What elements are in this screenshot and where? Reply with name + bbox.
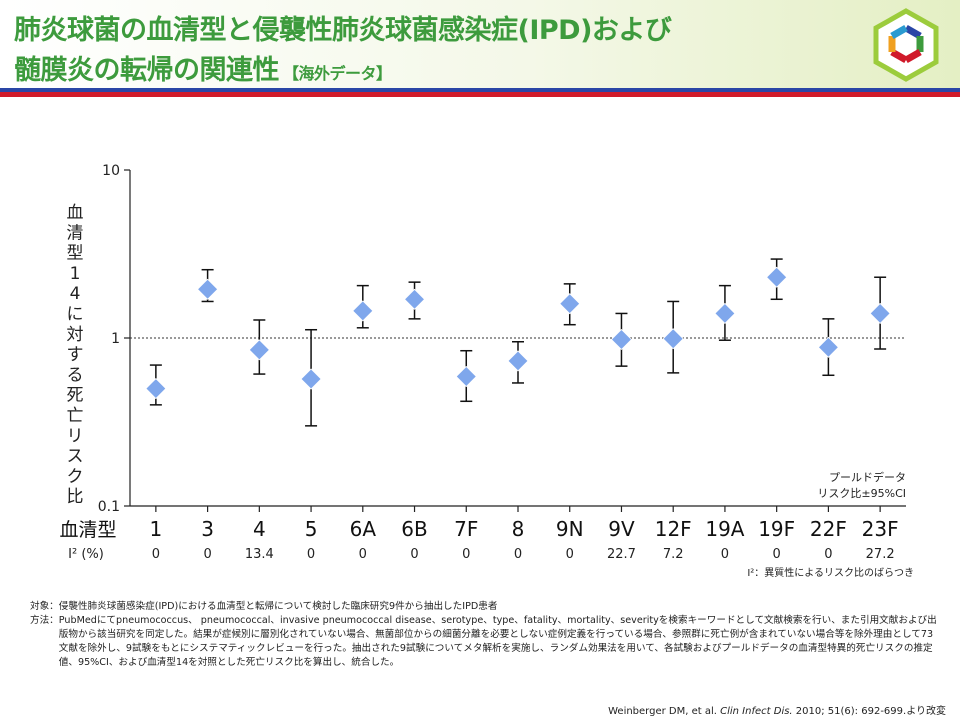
- x-tick-label: 6A: [350, 517, 377, 541]
- data-point-marker: [869, 302, 891, 325]
- y-axis-label-char: る: [67, 365, 84, 385]
- pooled-note-line: リスク比±95%CI: [817, 487, 906, 500]
- i2-value: 0: [462, 547, 470, 562]
- y-axis-label-char: 血: [67, 203, 84, 223]
- x-tick-label: 6B: [401, 517, 427, 541]
- y-axis-label-char: に: [67, 305, 84, 325]
- data-point-marker: [507, 350, 529, 372]
- x-tick-label: 3: [201, 517, 214, 541]
- footnote-method-text: PubMedにてpneumococcus、 pneumococcal、invas…: [58, 615, 937, 668]
- i2-value: 0: [410, 547, 418, 562]
- header-rule-red: [0, 92, 960, 97]
- data-point-marker: [766, 266, 788, 288]
- footnote-method-row: 方法： PubMedにてpneumococcus、 pneumococcal、i…: [30, 614, 940, 670]
- i2-value: 22.7: [607, 547, 636, 562]
- x-tick-label: 4: [253, 517, 266, 541]
- i2-value: 0: [152, 547, 160, 562]
- hexagon-ring-logo-icon: [873, 8, 939, 82]
- i2-value: 0: [824, 547, 832, 562]
- data-point-marker: [610, 328, 633, 351]
- x-tick-label: 19F: [758, 517, 795, 541]
- x-tick-label: 23F: [862, 517, 899, 541]
- x-tick-label: 7F: [454, 517, 478, 541]
- footnote-target-key: 対象：: [30, 601, 59, 612]
- header-rule-blue: [0, 88, 960, 92]
- y-axis-label-char: ス: [67, 447, 84, 467]
- y-axis-label-char: 型: [67, 244, 84, 264]
- i2-value: 0: [359, 547, 367, 562]
- x-tick-label: 19A: [705, 517, 744, 541]
- i2-value: 0: [721, 547, 729, 562]
- x-row-label: 血清型: [59, 519, 116, 541]
- pooled-note-line: プールドデータ: [829, 470, 906, 484]
- x-tick-label: 9V: [608, 517, 635, 541]
- forest-plot-chart: 1010.1血清型14に対する死亡リスク比1030413.4506A06B07F…: [59, 163, 914, 579]
- i2-note: I²：異質性によるリスク比のばらつき: [747, 566, 914, 579]
- i2-value: 0: [514, 547, 522, 562]
- y-axis-label-char: ク: [67, 467, 84, 487]
- data-point-marker: [455, 365, 477, 388]
- x-tick-label: 5: [305, 517, 318, 541]
- data-point-marker: [714, 302, 736, 325]
- y-tick-label: 0.1: [98, 499, 120, 515]
- citation: Weinberger DM, et al. Clin Infect Dis. 2…: [608, 702, 946, 717]
- i2-value: 13.4: [245, 547, 274, 562]
- data-point-marker: [403, 288, 426, 310]
- citation-authors: Weinberger DM, et al.: [608, 706, 717, 717]
- y-axis-label-char: 比: [67, 487, 84, 507]
- footnote-target-row: 対象： 侵襲性肺炎球菌感染症(IPD)における血清型と転帰について検討した臨床研…: [30, 600, 940, 614]
- i2-value: 7.2: [663, 547, 684, 562]
- i2-value: 0: [307, 547, 315, 562]
- page-title-line1: 肺炎球菌の血清型と侵襲性肺炎球菌感染症(IPD)および: [14, 15, 672, 46]
- i2-value: 0: [203, 547, 211, 562]
- citation-journal: Clin Infect Dis.: [720, 706, 793, 717]
- y-axis-label-char: す: [67, 345, 84, 365]
- data-point-marker: [248, 339, 270, 361]
- footnote-target-text: 侵襲性肺炎球菌感染症(IPD)における血清型と転帰について検討した臨床研究9件か…: [58, 601, 498, 612]
- page-title-line2: 髄膜炎の転帰の関連性 【海外データ】: [14, 48, 392, 87]
- citation-details: 2010; 51(6): 692-699.より改変: [795, 706, 946, 717]
- x-tick-label: 9N: [556, 517, 584, 541]
- data-point-marker: [559, 293, 581, 315]
- data-point-marker: [300, 368, 322, 390]
- data-point-marker: [662, 328, 684, 350]
- data-point-marker: [145, 378, 167, 400]
- x-tick-label: 22F: [810, 517, 847, 541]
- i2-value: 27.2: [866, 547, 895, 562]
- page-title-line2-text: 髄膜炎の転帰の関連性: [14, 55, 280, 86]
- page-title-suffix: 【海外データ】: [283, 64, 392, 83]
- i2-row-label: I² (%): [68, 547, 104, 562]
- data-point-marker: [352, 300, 374, 322]
- x-tick-label: 1: [149, 517, 162, 541]
- y-axis-label-char: 4: [70, 284, 81, 304]
- data-point-marker: [817, 336, 839, 358]
- y-axis-label-char: 1: [70, 264, 81, 284]
- y-axis-label-char: 清: [67, 223, 84, 243]
- y-axis-label-char: 死: [67, 386, 84, 406]
- footnote-method-key: 方法：: [30, 615, 59, 626]
- i2-value: 0: [566, 547, 574, 562]
- i2-value: 0: [773, 547, 781, 562]
- y-tick-label: 10: [102, 163, 120, 179]
- x-tick-label: 8: [512, 517, 525, 541]
- footnote: 対象： 侵襲性肺炎球菌感染症(IPD)における血清型と転帰について検討した臨床研…: [30, 600, 940, 670]
- y-tick-label: 1: [111, 331, 120, 347]
- header-band: [0, 0, 960, 88]
- y-axis-label-char: リ: [67, 426, 84, 446]
- data-point-marker: [197, 278, 219, 300]
- y-axis-label-char: 対: [67, 325, 84, 345]
- x-tick-label: 12F: [655, 517, 692, 541]
- y-axis-label-char: 亡: [67, 406, 84, 426]
